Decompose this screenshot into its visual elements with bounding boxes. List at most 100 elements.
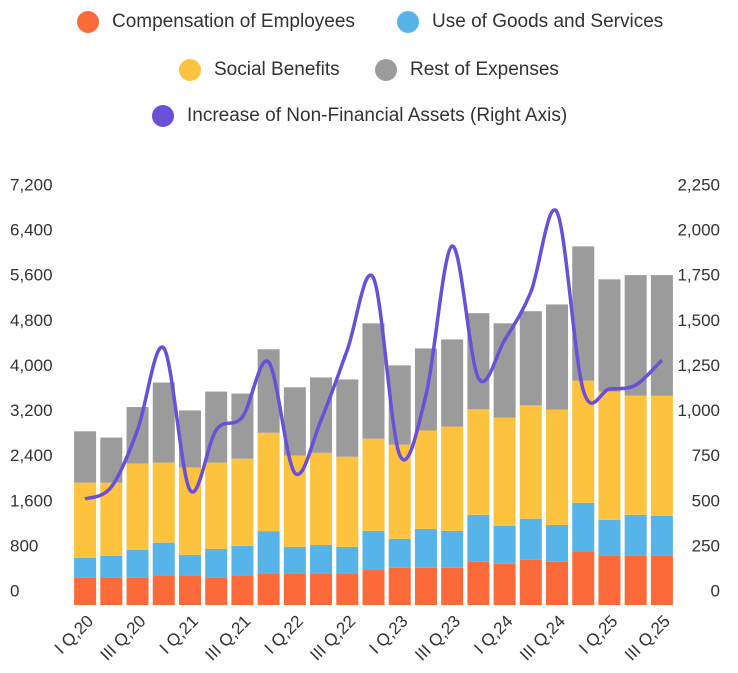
legend-label: Increase of Non-Financial Assets (Right … <box>187 105 567 126</box>
bar <box>336 379 359 457</box>
bar <box>519 559 542 605</box>
bar <box>598 391 621 520</box>
bar <box>178 467 201 555</box>
bar <box>441 530 464 568</box>
bar <box>178 575 201 605</box>
y-tick-label: 800 <box>10 536 38 555</box>
bar <box>414 430 437 529</box>
line <box>84 208 664 501</box>
bar <box>100 577 123 605</box>
bar <box>414 528 437 568</box>
bar <box>74 577 97 605</box>
bar <box>441 426 464 531</box>
y-tick-label: 4,800 <box>10 311 53 330</box>
y-tick-label: 3,200 <box>10 401 53 420</box>
bar <box>624 514 647 556</box>
y-tick-label: 7,200 <box>10 175 53 194</box>
x-tick-label: III Q,23 <box>411 612 464 665</box>
bar <box>100 482 123 556</box>
bar <box>100 437 123 483</box>
y-tick-label: 6,400 <box>10 221 53 240</box>
bar <box>310 544 333 574</box>
y-tick-label: 4,000 <box>10 356 53 375</box>
legend-marker <box>152 105 174 127</box>
bar <box>126 407 149 464</box>
bar <box>178 554 201 576</box>
bar <box>205 462 228 549</box>
bar <box>74 482 97 558</box>
x-tick-label: III Q,25 <box>621 612 674 665</box>
bar <box>572 246 595 381</box>
bar <box>336 546 359 574</box>
x-tick-label: I Q,24 <box>470 612 516 658</box>
bar <box>152 575 175 605</box>
bar <box>257 349 280 433</box>
x-tick-label: III Q,24 <box>516 612 569 665</box>
bar <box>362 530 385 571</box>
y2-tick-label: 0 <box>711 581 720 600</box>
bar <box>467 514 490 562</box>
bar <box>650 275 673 396</box>
bar <box>598 555 621 605</box>
bar <box>231 575 254 605</box>
bar <box>441 339 464 427</box>
bar <box>362 323 385 439</box>
bar <box>598 519 621 556</box>
bar <box>74 431 97 483</box>
y-tick-label: 2,400 <box>10 446 53 465</box>
bar <box>231 545 254 576</box>
legend-marker <box>397 11 419 33</box>
y-tick-label: 0 <box>10 581 19 600</box>
bar <box>493 417 516 526</box>
bar <box>388 538 411 568</box>
bar <box>362 438 385 531</box>
y-tick-label: 1,600 <box>10 491 53 510</box>
bar <box>493 525 516 564</box>
bar <box>467 409 490 515</box>
y2-tick-label: 2,000 <box>677 221 720 240</box>
bar <box>126 463 149 550</box>
legend-marker <box>77 11 99 33</box>
bar <box>74 557 97 578</box>
y2-tick-label: 2,250 <box>677 175 720 194</box>
bar <box>283 546 306 574</box>
bar <box>283 387 306 456</box>
bar <box>519 311 542 406</box>
bar <box>572 380 595 503</box>
bar <box>126 577 149 605</box>
legend-label: Rest of Expenses <box>410 59 559 80</box>
bar <box>126 549 149 578</box>
y2-tick-label: 250 <box>692 536 720 555</box>
bar <box>100 555 123 578</box>
bar <box>362 570 385 605</box>
bar <box>493 563 516 605</box>
bar <box>467 561 490 605</box>
bar <box>205 548 228 578</box>
bar <box>572 551 595 605</box>
legend-label: Social Benefits <box>214 59 340 80</box>
bar <box>283 573 306 605</box>
bar <box>546 561 569 605</box>
y2-tick-label: 750 <box>692 446 720 465</box>
bar <box>152 542 175 576</box>
bar <box>546 304 569 410</box>
bar <box>624 395 647 515</box>
bar <box>650 555 673 605</box>
bar <box>388 444 411 539</box>
bar <box>519 518 542 560</box>
y2-tick-label: 500 <box>692 491 720 510</box>
bar <box>310 573 333 605</box>
bar <box>257 531 280 574</box>
x-tick-label: I Q,25 <box>575 612 621 658</box>
bar <box>546 409 569 525</box>
y-tick-label: 5,600 <box>10 266 53 285</box>
x-tick-label: III Q,21 <box>202 612 255 665</box>
bar <box>546 524 569 562</box>
bar <box>336 573 359 605</box>
y2-tick-label: 1,500 <box>677 311 720 330</box>
bar <box>231 458 254 546</box>
bar <box>414 567 437 605</box>
bar <box>388 567 411 605</box>
x-tick-label: I Q,21 <box>156 612 202 658</box>
